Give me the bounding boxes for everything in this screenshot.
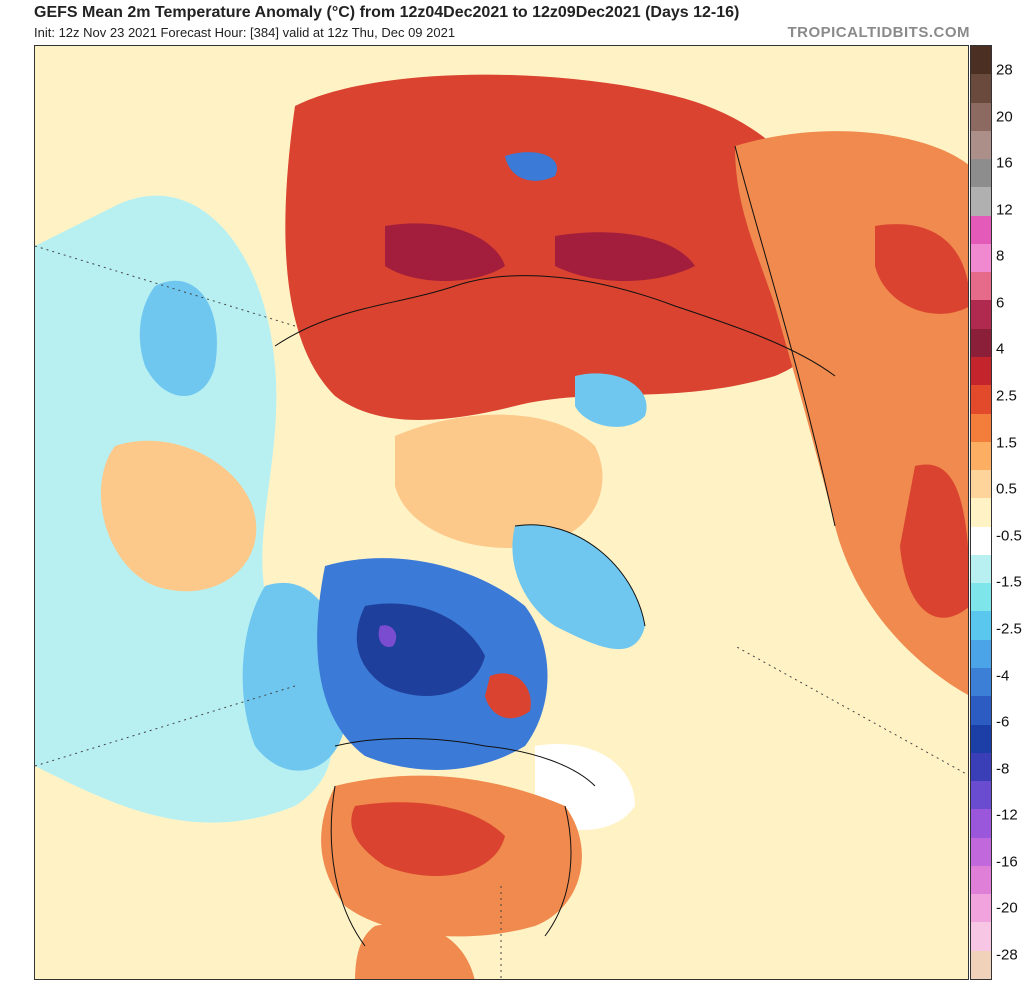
- color-scale-swatch: [971, 554, 991, 584]
- color-scale-swatch: [971, 865, 991, 895]
- africa-warm-core: [900, 464, 968, 618]
- map-title: GEFS Mean 2m Temperature Anomaly (°C) fr…: [34, 4, 740, 21]
- central-pacific-warm: [100, 440, 257, 592]
- color-scale-label: -8: [996, 760, 1010, 778]
- us-canada-border: [334, 738, 596, 787]
- mexico-warm-region: [355, 923, 475, 979]
- anomaly-map: [34, 45, 969, 980]
- color-scale-swatch: [971, 74, 991, 104]
- color-scale-label: 1.5: [996, 434, 1017, 452]
- eurasia-north-coast: [274, 275, 836, 377]
- color-scale-bar: [970, 45, 992, 980]
- europe-coast: [734, 145, 836, 527]
- hudson-bay-warm-spot: [485, 673, 531, 719]
- color-scale-label: 12: [996, 201, 1013, 219]
- pacific-cold-spot: [139, 280, 217, 396]
- color-scale-label: 28: [996, 61, 1013, 79]
- us-warm-core: [351, 802, 505, 876]
- graticule-line: [734, 645, 968, 776]
- laptev-cool-spot: [575, 373, 647, 427]
- color-scale-swatch: [971, 187, 991, 217]
- color-scale-label: 0.5: [996, 480, 1017, 498]
- coastlines: [274, 145, 836, 947]
- color-scale-swatch: [971, 583, 991, 612]
- color-scale-label: 16: [996, 154, 1013, 172]
- europe-warm-core: [875, 224, 968, 314]
- color-scale-label: -2.5: [996, 620, 1022, 638]
- credit-label: TROPICALTIDBITS.COM: [787, 24, 970, 41]
- color-scale-swatch: [971, 724, 991, 754]
- color-scale-label: -1.5: [996, 573, 1022, 591]
- map-subtitle: Init: 12z Nov 23 2021 Forecast Hour: [38…: [34, 25, 456, 40]
- color-scale-label: -20: [996, 899, 1018, 917]
- us-west-coast: [330, 785, 366, 947]
- color-scale-swatch: [971, 272, 991, 301]
- color-scale-swatch: [971, 950, 991, 980]
- anomaly-map-svg: [35, 46, 968, 979]
- color-scale-swatch: [971, 668, 991, 697]
- color-scale-label: -28: [996, 946, 1018, 964]
- color-scale-swatch: [971, 357, 991, 386]
- color-scale-swatch: [971, 300, 991, 330]
- color-scale-label: 6: [996, 294, 1005, 312]
- siberia-very-warm-east: [555, 232, 695, 281]
- greenland-cool-region: [512, 524, 645, 650]
- color-scale-swatch: [971, 894, 991, 923]
- color-scale-swatch: [971, 639, 991, 669]
- color-scale-label: -16: [996, 853, 1018, 871]
- graticule: [35, 245, 968, 979]
- color-scale-swatch: [971, 470, 991, 499]
- kara-sea-cold-spot: [505, 152, 557, 181]
- us-east-coast: [544, 805, 572, 937]
- color-scale-swatch: [971, 441, 991, 471]
- color-scale-swatch: [971, 526, 991, 556]
- color-scale-swatch: [971, 809, 991, 839]
- color-scale-swatch: [971, 215, 991, 245]
- color-scale-swatch: [971, 46, 991, 75]
- color-scale-label: 20: [996, 108, 1013, 126]
- color-scale-swatch: [971, 752, 991, 782]
- color-scale-label: -12: [996, 806, 1018, 824]
- color-scale-label: 8: [996, 247, 1005, 265]
- color-scale-label: 4: [996, 340, 1005, 358]
- color-scale-swatch: [971, 696, 991, 726]
- color-scale-swatch: [971, 328, 991, 358]
- siberia-very-warm-west: [385, 223, 505, 281]
- color-scale-swatch: [971, 130, 991, 160]
- color-scale-swatch: [971, 413, 991, 443]
- color-scale-swatch: [971, 159, 991, 188]
- color-scale-swatch: [971, 781, 991, 810]
- color-scale-swatch: [971, 611, 991, 641]
- color-scale-swatch: [971, 243, 991, 273]
- color-scale-swatch: [971, 837, 991, 867]
- color-scale-swatch: [971, 102, 991, 132]
- color-scale-label: 2.5: [996, 387, 1017, 405]
- canada-extreme-cold-spot: [378, 625, 397, 648]
- color-scale-label: -0.5: [996, 527, 1022, 545]
- color-scale-swatch: [971, 498, 991, 528]
- greenland-coast: [514, 524, 646, 627]
- color-scale-label: -4: [996, 667, 1010, 685]
- color-scale-swatch: [971, 385, 991, 415]
- color-scale-swatch: [971, 922, 991, 952]
- arctic-mild-region: [395, 414, 603, 548]
- color-scale-label: -6: [996, 713, 1010, 731]
